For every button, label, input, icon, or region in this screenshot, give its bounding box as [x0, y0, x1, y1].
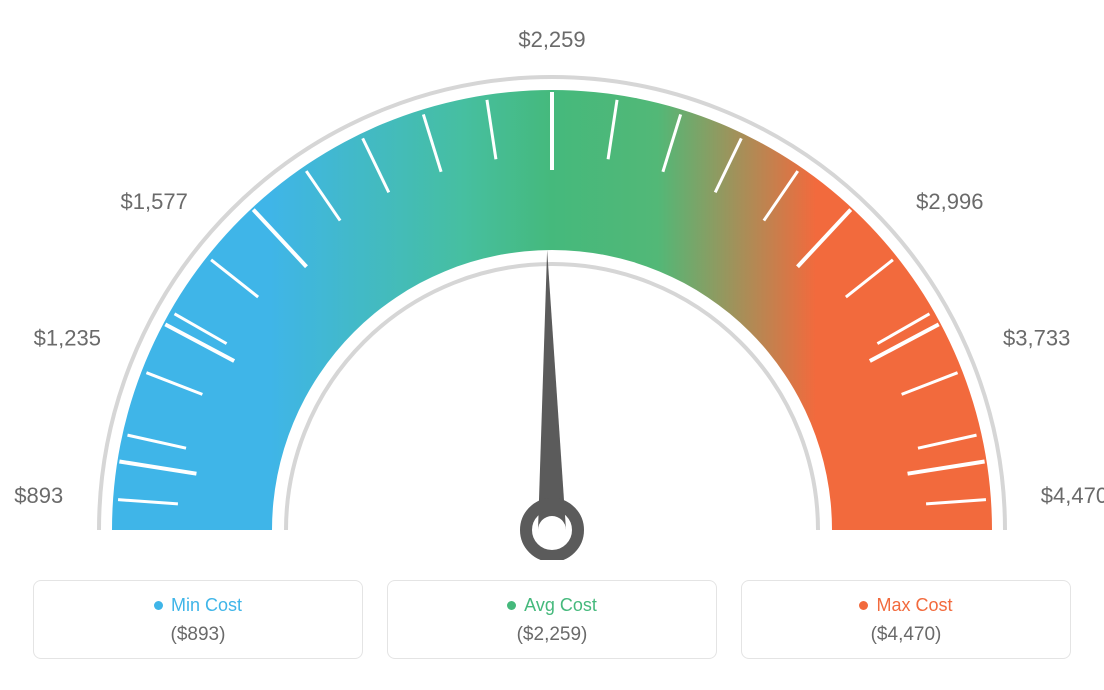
legend-avg-label: Avg Cost: [507, 595, 597, 616]
gauge-tick-label: $3,733: [1003, 326, 1070, 351]
legend-row: Min Cost ($893) Avg Cost ($2,259) Max Co…: [0, 560, 1104, 659]
legend-min-value: ($893): [34, 624, 362, 646]
legend-avg-value: ($2,259): [388, 624, 716, 646]
legend-card-avg: Avg Cost ($2,259): [387, 580, 717, 659]
cost-gauge: $893 $1,235 $1,577 $2,259 $2,996 $3,733 $4,470: [0, 0, 1104, 560]
gauge-needle-hub-inner: [538, 516, 566, 544]
gauge-tick-label: $893: [14, 483, 63, 508]
gauge-tick-label: $1,235: [34, 326, 101, 351]
gauge-tick-label: $4,470: [1041, 483, 1104, 508]
gauge-tick-label: $2,259: [518, 27, 585, 52]
legend-card-max: Max Cost ($4,470): [741, 580, 1071, 659]
gauge-svg: $893 $1,235 $1,577 $2,259 $2,996 $3,733 $4,470: [0, 0, 1104, 560]
gauge-needle: [538, 250, 566, 530]
legend-max-value: ($4,470): [742, 624, 1070, 646]
gauge-tick-label: $2,996: [916, 189, 983, 214]
gauge-tick-label: $1,577: [121, 189, 188, 214]
legend-max-label: Max Cost: [859, 595, 952, 616]
legend-card-min: Min Cost ($893): [33, 580, 363, 659]
legend-min-label: Min Cost: [154, 595, 242, 616]
